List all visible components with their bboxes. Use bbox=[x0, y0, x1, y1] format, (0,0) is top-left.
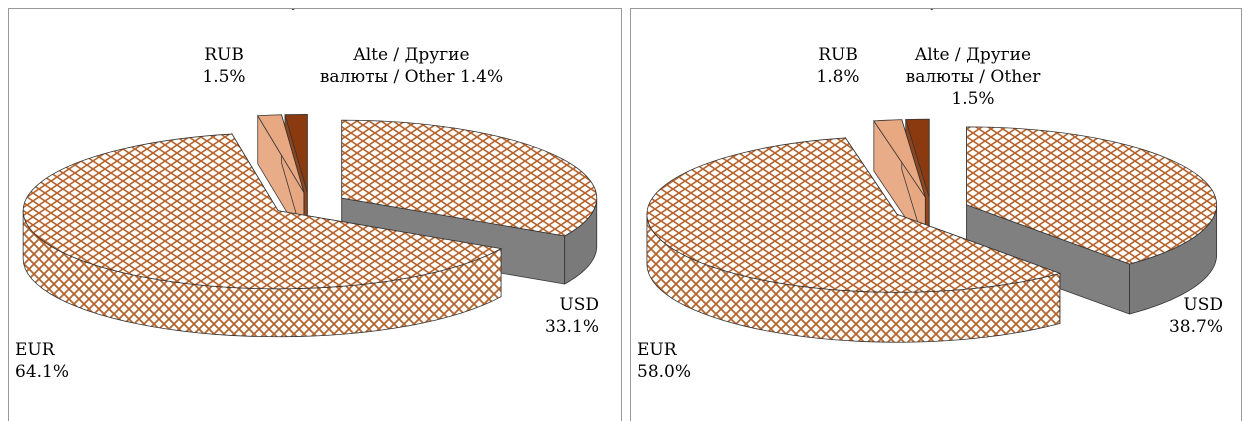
slice bbox=[873, 119, 926, 198]
slice bbox=[966, 126, 1217, 265]
label-category: EUR bbox=[15, 340, 55, 360]
pie bbox=[646, 118, 1218, 343]
label-category: RUB bbox=[818, 45, 858, 65]
label-value: 58.0% bbox=[637, 362, 692, 382]
chart-panel: end of Q I 2017 USD 33.1% EUR 64.1% RUB 1.5… bbox=[8, 8, 622, 421]
data-label: USD 38.7% bbox=[1151, 294, 1223, 338]
chart-title: end of 2016 bbox=[631, 9, 1241, 11]
label-value: 1.5% bbox=[202, 67, 246, 87]
slice bbox=[257, 114, 305, 193]
slice bbox=[646, 137, 1062, 293]
chart-title: end of Q I 2017 bbox=[9, 9, 621, 11]
pie bbox=[22, 113, 598, 338]
slice bbox=[905, 118, 930, 198]
data-label: USD 33.1% bbox=[529, 294, 599, 338]
label-category: Alte / Другие валюты / Other bbox=[319, 45, 470, 87]
data-label: RUB 1.5% bbox=[189, 44, 259, 88]
chart-panel: end of 2016 USD 38.7% EUR 58.0% RUB 1.8% Alt… bbox=[630, 8, 1242, 421]
data-label: RUB 1.8% bbox=[803, 44, 873, 88]
label-value: 33.1% bbox=[544, 317, 599, 337]
label-value: 1.8% bbox=[816, 67, 860, 87]
label-value: 1.5% bbox=[951, 89, 995, 109]
slice bbox=[22, 133, 503, 290]
label-category: EUR bbox=[637, 340, 677, 360]
label-category: USD bbox=[559, 295, 599, 315]
data-label: Alte / Другие валюты / Other 1.4% bbox=[319, 44, 504, 88]
data-label: EUR 64.1% bbox=[15, 339, 95, 383]
slice bbox=[284, 113, 308, 193]
label-category: RUB bbox=[204, 45, 244, 65]
label-value: 1.4% bbox=[459, 67, 504, 87]
label-value: 64.1% bbox=[15, 362, 70, 382]
data-label: Alte / Другие валюты / Other 1.5% bbox=[893, 44, 1053, 110]
label-category: USD bbox=[1183, 295, 1223, 315]
slice bbox=[341, 119, 598, 237]
data-label: EUR 58.0% bbox=[637, 339, 717, 383]
label-value: 38.7% bbox=[1168, 317, 1223, 337]
label-category: Alte / Другие валюты / Other bbox=[905, 45, 1041, 87]
